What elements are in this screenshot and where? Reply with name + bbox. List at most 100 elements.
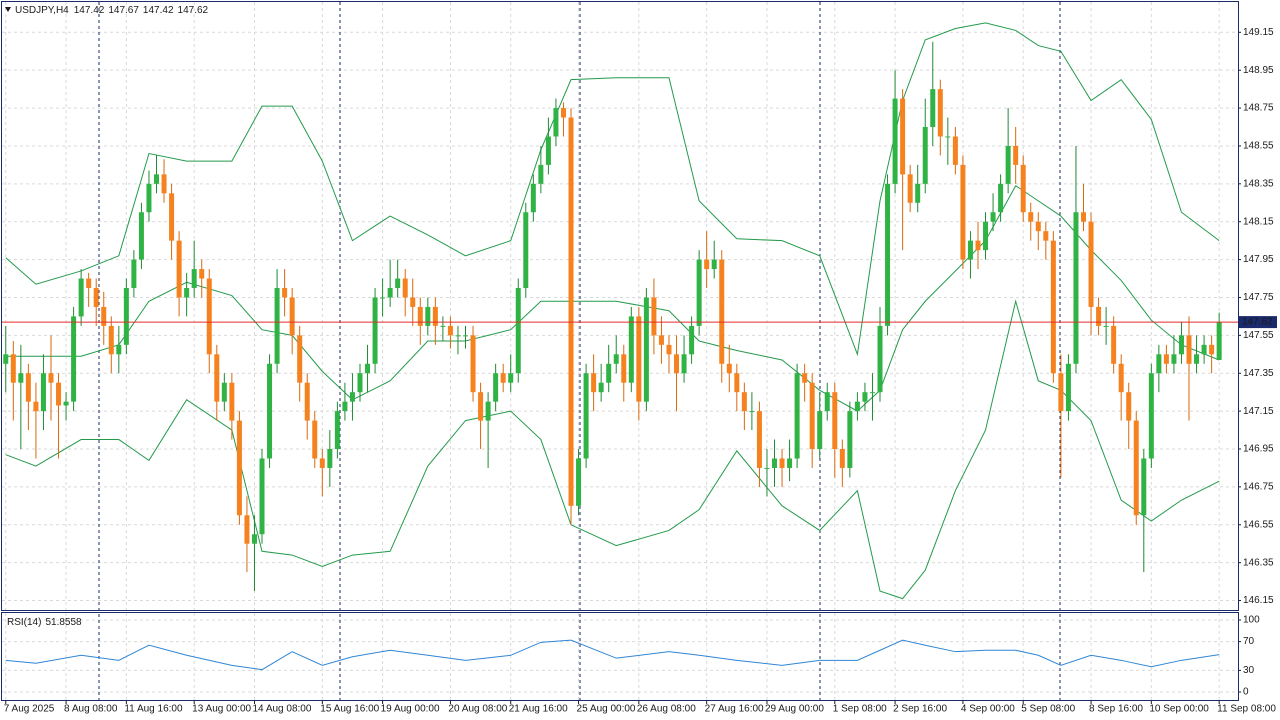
candle-body	[907, 174, 913, 203]
price-tag-label: 147.62	[1242, 317, 1273, 328]
candle-body	[410, 297, 416, 307]
candle-body	[591, 373, 597, 393]
last-low: 147.42	[143, 5, 174, 16]
candle-body	[937, 89, 943, 137]
last-open: 147.42	[74, 5, 105, 16]
candle-body	[1043, 231, 1049, 241]
candle-body	[711, 259, 717, 270]
candle-body	[500, 373, 506, 383]
candle-body	[154, 174, 159, 184]
x-tick-label: 7 Aug 2025	[4, 704, 55, 715]
candle-body	[327, 449, 333, 468]
candle-body	[1065, 363, 1071, 412]
y-tick-label: 146.95	[1243, 444, 1274, 455]
candle-body	[779, 458, 785, 468]
candle-body	[1186, 335, 1192, 364]
x-tick-label: 5 Sep 08:00	[1021, 704, 1075, 715]
candle-body	[251, 534, 257, 544]
candle-body	[983, 221, 989, 251]
candle-body	[289, 297, 295, 336]
candle-body	[56, 382, 62, 406]
last-close: 147.62	[178, 5, 209, 16]
x-tick-label: 20 Aug 08:00	[448, 704, 507, 715]
grid-layer	[2, 2, 1238, 700]
price-tag	[1239, 316, 1277, 329]
candle-body	[847, 411, 853, 468]
candle-body	[930, 89, 936, 128]
candle-body	[138, 212, 144, 260]
candle-body	[1118, 363, 1124, 393]
candle-body	[191, 269, 197, 289]
candle-body	[108, 325, 114, 355]
y-tick-label: 146.75	[1243, 482, 1274, 493]
candle-body	[214, 354, 220, 402]
candle-body	[741, 392, 747, 412]
chart-header: USDJPY,H4 147.42 147.67 147.42 147.62	[5, 5, 209, 16]
candle-body	[319, 458, 325, 468]
candle-body	[274, 288, 280, 364]
candle-body	[131, 259, 137, 289]
y-tick-label: 147.95	[1243, 254, 1274, 265]
rsi-y-tick-label: 70	[1243, 636, 1255, 647]
candle-body	[40, 373, 46, 412]
x-tick-label: 19 Aug 00:00	[381, 704, 440, 715]
candle-body	[297, 335, 303, 383]
x-tick-label: 29 Aug 00:00	[765, 704, 824, 715]
candle-body	[101, 306, 107, 326]
candle-body	[900, 98, 906, 175]
candle-body	[1013, 145, 1019, 165]
candle-body	[1020, 164, 1026, 213]
x-tick-label: 27 Aug 16:00	[705, 704, 764, 715]
candle-body	[975, 240, 981, 251]
candle-body	[636, 316, 642, 402]
candle-body	[1216, 322, 1222, 360]
candle-body	[357, 373, 363, 393]
y-tick-label: 148.15	[1243, 216, 1274, 227]
candle-body	[184, 288, 190, 298]
rsi-current: 51.8558	[45, 617, 82, 628]
candle-body	[651, 297, 657, 336]
candle-body	[1005, 145, 1011, 184]
rsi-name: RSI(14)	[7, 617, 41, 628]
candle-body	[915, 183, 921, 203]
candle-body	[1148, 373, 1154, 459]
candle-body	[440, 325, 446, 327]
candle-body	[538, 164, 544, 184]
candle-body	[1178, 335, 1184, 355]
candle-body	[749, 411, 755, 413]
x-tick-label: 21 Aug 16:00	[509, 704, 568, 715]
candle-body	[25, 373, 31, 402]
candle-body	[1058, 373, 1064, 412]
candle-body	[967, 240, 973, 260]
candle-body	[576, 458, 582, 506]
candle-body	[998, 183, 1004, 213]
candle-body	[334, 411, 340, 450]
candle-body	[199, 269, 205, 279]
x-tick-label: 25 Aug 00:00	[577, 704, 636, 715]
candle-body	[960, 164, 966, 260]
candle-body	[990, 212, 996, 222]
rsi-y-tick-label: 0	[1243, 687, 1249, 698]
candle-body	[553, 108, 559, 137]
candle-body	[756, 411, 762, 468]
candle-body	[282, 288, 288, 298]
candle-body	[221, 382, 227, 402]
candle-body	[1141, 458, 1147, 516]
x-tick-label: 8 Aug 08:00	[64, 704, 118, 715]
candle-body	[447, 325, 453, 336]
header-icon	[5, 7, 11, 12]
candle-body	[176, 240, 182, 298]
candle-body	[1171, 354, 1177, 364]
candle-body	[719, 259, 725, 364]
candle-body	[33, 401, 39, 412]
candle-body	[304, 382, 310, 421]
x-tick-label: 1 Sep 08:00	[833, 704, 887, 715]
candle-body	[802, 373, 808, 383]
candle-body	[349, 392, 355, 402]
candle-body	[463, 335, 468, 337]
candle-body	[478, 392, 484, 421]
main-frame	[1, 1, 1239, 611]
rsi-line	[5, 639, 1220, 671]
last-high: 147.67	[108, 5, 139, 16]
candle-body	[892, 98, 898, 184]
